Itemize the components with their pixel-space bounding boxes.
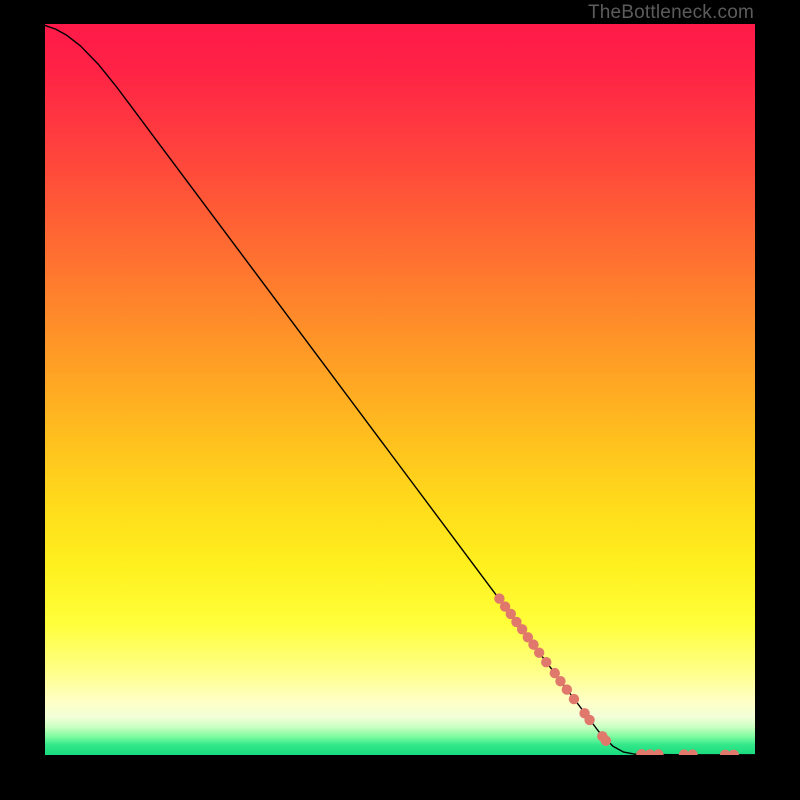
data-marker [584, 715, 594, 725]
data-marker [555, 676, 565, 686]
chart-svg [45, 24, 755, 755]
data-marker [534, 647, 544, 657]
data-marker [541, 657, 551, 667]
chart-frame: TheBottleneck.com [0, 0, 800, 800]
attribution-text: TheBottleneck.com [588, 2, 754, 24]
data-marker [601, 736, 611, 746]
data-marker [569, 694, 579, 704]
plot-area [45, 24, 755, 755]
data-marker [562, 684, 572, 694]
